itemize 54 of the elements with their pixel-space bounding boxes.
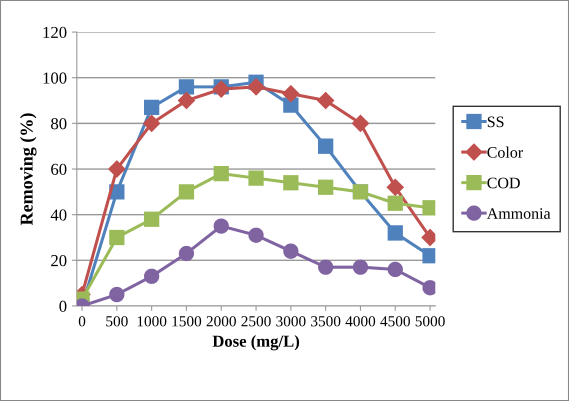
y-tick-label: 60: [51, 164, 66, 175]
point: [178, 92, 195, 110]
point: [318, 260, 334, 275]
x-tick-label: 1000: [138, 316, 166, 326]
point: [352, 114, 370, 132]
point: [352, 260, 368, 275]
point: [212, 80, 230, 98]
x-tick-label: 500: [106, 316, 128, 326]
point: [109, 230, 124, 246]
point: [388, 196, 403, 211]
point: [318, 180, 334, 195]
y-tick-label: 80: [51, 118, 66, 130]
y-tick-label: 40: [50, 209, 66, 221]
point: [178, 79, 194, 94]
point: [388, 225, 403, 241]
point: [178, 184, 194, 200]
x-tick-label: 4000: [345, 316, 376, 326]
point: [144, 268, 160, 284]
y-tick-label: 120: [44, 26, 66, 38]
point: [317, 92, 334, 110]
y-tick-label: 100: [44, 72, 66, 84]
point: [248, 170, 264, 186]
x-tick-label: 1500: [172, 316, 202, 326]
x-tick-label: 5000: [416, 316, 445, 326]
legend-label: Color: [487, 146, 523, 158]
point: [388, 262, 403, 278]
point: [318, 138, 334, 154]
x-tick-label: 2500: [241, 316, 271, 326]
point: [108, 160, 126, 178]
y-axis-title: Removing (%): [20, 113, 37, 226]
x-axis-title: Dose (mg/L): [212, 335, 300, 350]
y-tick-label: 20: [51, 255, 66, 266]
point: [283, 244, 298, 259]
point: [178, 246, 194, 262]
point: [109, 286, 124, 302]
legend-label: SS: [488, 116, 504, 128]
x-tick-label: 2000: [206, 316, 236, 326]
x-tick-label: 3000: [276, 316, 306, 326]
point: [214, 166, 229, 182]
point: [386, 178, 404, 196]
x-tick-label: 3500: [311, 316, 340, 326]
x-tick-label: 4500: [380, 316, 410, 326]
point: [144, 212, 160, 227]
legend-label: COD: [487, 178, 520, 188]
point: [282, 85, 300, 102]
point: [214, 218, 229, 234]
point: [248, 78, 265, 96]
y-tick-label: 0: [59, 300, 66, 312]
x-tick-label: 0: [78, 316, 86, 326]
point: [283, 175, 298, 190]
legend-label: Ammonia: [486, 208, 550, 219]
point: [143, 114, 160, 132]
point: [248, 228, 264, 243]
point: [144, 100, 160, 116]
